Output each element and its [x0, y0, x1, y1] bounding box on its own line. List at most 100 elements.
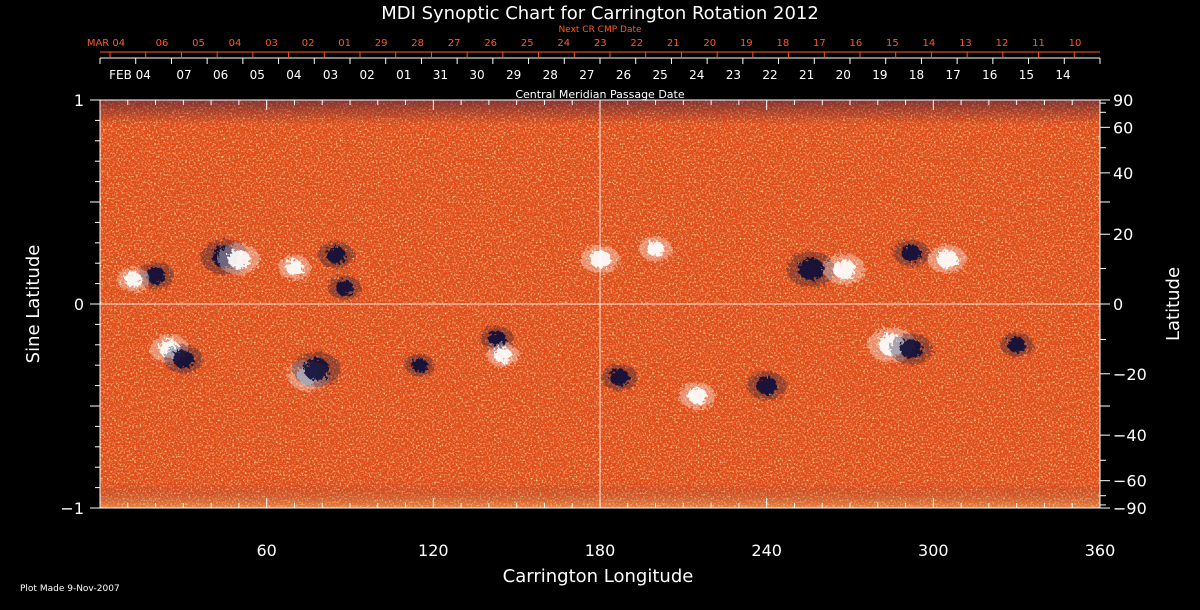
next-cr-date-label: 05 — [192, 38, 205, 49]
cmp-date-label: 19 — [872, 68, 887, 82]
y-axis-label-left: Sine Latitude — [23, 245, 44, 364]
region-negative — [798, 258, 824, 281]
next-cr-date-label: 29 — [375, 38, 388, 49]
region-negative — [145, 267, 166, 284]
next-cr-date-label: 06 — [156, 38, 169, 49]
cmp-date-label: 31 — [433, 68, 448, 82]
plot-made-note: Plot Made 9-Nov-2007 — [20, 584, 120, 594]
next-cr-date-label: 14 — [923, 38, 936, 49]
y-tick-label-left: 0 — [74, 295, 84, 314]
next-cr-date-label: 23 — [594, 38, 607, 49]
cmp-date-label: 24 — [689, 68, 704, 82]
next-cr-date-label: 02 — [302, 38, 315, 49]
region-negative — [488, 330, 507, 347]
x-tick-label: 240 — [751, 541, 782, 560]
cmp-date-label: 02 — [359, 68, 374, 82]
region-negative — [411, 358, 428, 373]
y-tick-label-right: −90 — [1113, 499, 1147, 518]
next-cr-date-label: 20 — [703, 38, 716, 49]
cmp-date-label: 27 — [579, 68, 594, 82]
next-cr-date-label: 22 — [630, 38, 643, 49]
cmp-date-label: 22 — [762, 68, 777, 82]
cmp-date-label: 01 — [396, 68, 411, 82]
cmp-date-label: 16 — [982, 68, 997, 82]
plot-area — [99, 99, 1101, 509]
region-negative — [303, 358, 330, 381]
next-cr-date-label: MAR 04 — [87, 38, 125, 49]
cmp-date-label: 03 — [323, 68, 338, 82]
sine-latitude-axis: 1 0 −1 — [60, 91, 100, 518]
y-tick-label-right: 60 — [1113, 118, 1133, 137]
next-cr-date-label: 19 — [740, 38, 753, 49]
region-positive — [687, 387, 707, 405]
cmp-date-label: 23 — [726, 68, 741, 82]
next-cr-date-label: 28 — [411, 38, 424, 49]
region-positive — [833, 259, 856, 280]
next-cr-date-label: 01 — [338, 38, 351, 49]
region-positive — [124, 271, 143, 288]
y-tick-label-right: 0 — [1113, 295, 1123, 314]
next-cr-axis: MAR 04 06 05 04 03 02 01 29 28 27 26 25 24 23 22 21 20 19… — [87, 38, 1100, 57]
x-tick-label: 360 — [1085, 541, 1116, 560]
y-tick-label-right: −60 — [1113, 472, 1147, 491]
y-tick-label-right: −20 — [1113, 365, 1147, 384]
next-cr-date-label: 11 — [1032, 38, 1045, 49]
cmp-date-label: 07 — [176, 68, 191, 82]
region-negative — [899, 339, 923, 359]
next-cr-date-label: 12 — [996, 38, 1009, 49]
next-cr-date-label: 03 — [265, 38, 278, 49]
next-cr-date-label: 15 — [886, 38, 899, 49]
next-cr-date-label: 04 — [229, 38, 242, 49]
next-cr-date-label: 18 — [776, 38, 789, 49]
cmp-date-label: FEB 04 — [109, 68, 151, 82]
cmp-date-label: 21 — [799, 68, 814, 82]
region-negative — [1007, 337, 1026, 353]
next-cr-date-label: 25 — [521, 38, 534, 49]
region-positive — [493, 347, 512, 363]
region-positive — [936, 250, 958, 269]
next-cr-date-label: 26 — [484, 38, 497, 49]
cmp-date-label: 18 — [909, 68, 924, 82]
region-negative — [901, 244, 921, 262]
x-tick-label: 60 — [256, 541, 276, 560]
y-tick-label-right: 20 — [1113, 225, 1133, 244]
cmp-date-label: 28 — [543, 68, 558, 82]
next-cr-label: Next CR CMP Date — [558, 25, 642, 35]
cmp-date-label: 17 — [945, 68, 960, 82]
latitude-axis: 90 60 40 20 0 −20 −40 −60 −90 — [1100, 91, 1147, 518]
region-positive — [227, 249, 251, 269]
cmp-date-label: 20 — [836, 68, 851, 82]
longitude-axis: 60 120 180 240 300 360 — [127, 100, 1116, 560]
cmp-date-label: 05 — [250, 68, 265, 82]
x-tick-label: 120 — [418, 541, 449, 560]
y-tick-label-left: −1 — [60, 499, 84, 518]
next-cr-date-label: 21 — [667, 38, 680, 49]
chart-title: MDI Synoptic Chart for Carrington Rotati… — [381, 3, 819, 24]
x-axis-label: Carrington Longitude — [503, 566, 694, 587]
next-cr-date-label: 24 — [557, 38, 570, 49]
cmp-date-label: 29 — [506, 68, 521, 82]
cmp-date-label: 06 — [213, 68, 228, 82]
cmp-date-label: 26 — [616, 68, 631, 82]
y-tick-label-right: 40 — [1113, 164, 1133, 183]
cmp-date-label: 25 — [652, 68, 667, 82]
region-negative — [335, 279, 354, 296]
next-cr-date-label: 13 — [959, 38, 972, 49]
cmp-axis-label: Central Meridian Passage Date — [515, 88, 684, 101]
next-cr-date-label: 10 — [1069, 38, 1082, 49]
cmp-date-label: 04 — [286, 68, 301, 82]
y-tick-label-right: −40 — [1113, 426, 1147, 445]
cmp-date-label: 14 — [1055, 68, 1070, 82]
region-positive — [285, 259, 304, 275]
y-axis-label-right: Latitude — [1163, 267, 1184, 341]
region-negative — [756, 376, 778, 395]
next-cr-date-label: 17 — [813, 38, 826, 49]
region-negative — [172, 349, 194, 369]
cmp-date-axis: FEB 04 07 06 05 04 03 02 01 31 30 29 28 27 26 25 24 23 22… — [99, 57, 1101, 82]
x-tick-label: 300 — [918, 541, 949, 560]
y-tick-label-left: 1 — [74, 91, 84, 110]
y-tick-label-right: 90 — [1113, 91, 1133, 110]
x-tick-label: 180 — [585, 541, 616, 560]
next-cr-date-label: 27 — [448, 38, 461, 49]
